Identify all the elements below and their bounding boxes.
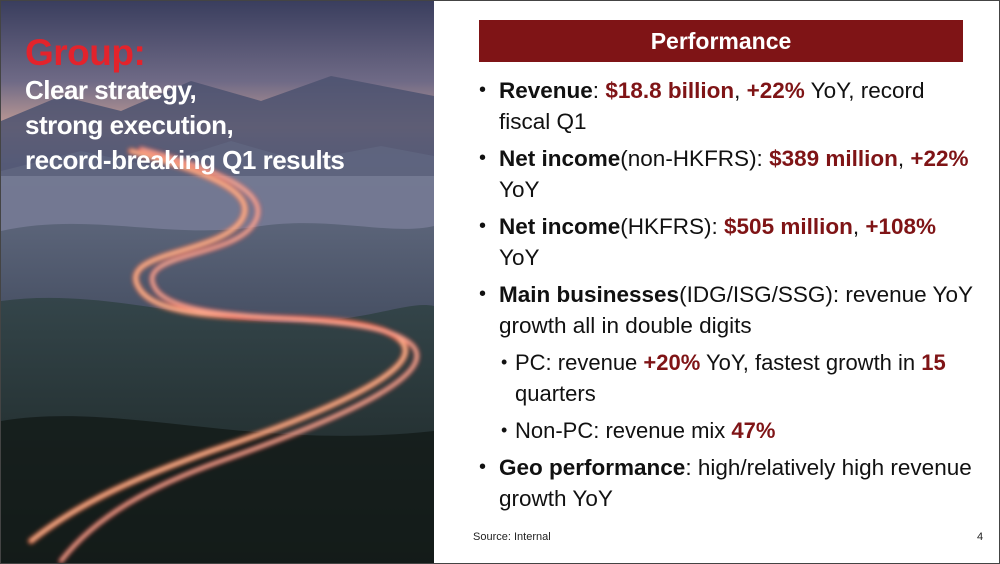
subtitle-line-2: strong execution,: [25, 110, 234, 140]
banner-label: Performance: [650, 27, 792, 54]
bullet-heading: Main businesses: [499, 282, 680, 307]
bullet-text: :: [592, 78, 606, 103]
bullet-item: • Main businesses(IDG/ISG/SSG): revenue Y…: [479, 279, 979, 341]
road-light-trails-photo: Group: Clear strategy, strong execution,…: [1, 1, 434, 563]
highlight-value: +20%: [643, 350, 701, 375]
bullet-text: (HKFRS):: [620, 214, 725, 239]
sub-bullet-item: • PC: revenue +20% YoY, fastest growth in…: [501, 347, 979, 409]
bullet-text: (non-HKFRS):: [620, 146, 770, 171]
bullet-text: YoY: [499, 177, 540, 202]
highlight-value: +108%: [865, 214, 937, 239]
highlight-value: 47%: [731, 418, 776, 443]
bullet-dot-icon: •: [479, 79, 487, 101]
bullet-dot-icon: •: [479, 147, 487, 169]
subtitle-line-1: Clear strategy,: [25, 75, 197, 105]
highlight-value: $18.8 billion: [605, 78, 735, 103]
bullet-dot-icon: •: [479, 215, 487, 237]
bullet-text: ,: [897, 146, 911, 171]
bullet-text: : high/relatively high revenue growth Yo…: [499, 455, 972, 511]
group-title: Group:: [25, 32, 146, 73]
landscape-illustration: [1, 1, 434, 563]
bullet-item: • Net income(HKFRS): $505 million, +108% …: [479, 211, 979, 273]
highlight-value: $505 million: [724, 214, 853, 239]
bullet-text: YoY, record fiscal Q1: [499, 78, 925, 134]
bullet-heading: Net income: [499, 214, 621, 239]
bullet-text: (IDG/ISG/SSG): revenue YoY growth all in…: [499, 282, 973, 338]
bullet-item: • Revenue: $18.8 billion, +22% YoY, recor…: [479, 75, 979, 137]
bullet-item: • Net income(non-HKFRS): $389 million, +2…: [479, 143, 979, 205]
sub-bullet-item: • Non-PC: revenue mix 47%: [501, 415, 979, 446]
bullet-dot-icon: •: [479, 456, 487, 478]
bullet-dot-icon: •: [479, 283, 487, 305]
bullet-dot-icon: •: [501, 352, 508, 372]
highlight-value: $389 million: [769, 146, 898, 171]
highlight-value: 15: [921, 350, 946, 375]
highlight-value: +22%: [910, 146, 969, 171]
bullet-text: YoY, fastest growth in: [700, 350, 922, 375]
bullet-heading: Revenue: [499, 78, 593, 103]
bullet-text: ,: [734, 78, 747, 103]
bullet-dot-icon: •: [501, 420, 508, 440]
bullet-text: YoY: [499, 245, 540, 270]
bullet-heading: Net income: [499, 146, 621, 171]
performance-banner: Performance: [479, 20, 963, 62]
bullet-text: Non-PC: revenue mix: [515, 418, 732, 443]
bullet-text: quarters: [515, 381, 596, 406]
title-block: Group: Clear strategy, strong execution,…: [25, 32, 345, 178]
bullet-list: • Revenue: $18.8 billion, +22% YoY, recor…: [479, 75, 979, 520]
source-note: Source: Internal: [473, 531, 551, 543]
bullet-heading: Geo performance: [499, 455, 686, 480]
subtitle-line-3: record-breaking Q1 results: [25, 145, 345, 175]
bullet-text: ,: [852, 214, 866, 239]
highlight-value: +22%: [746, 78, 805, 103]
bullet-item: • Geo performance: high/relatively high r…: [479, 452, 979, 514]
bullet-text: PC: revenue: [515, 350, 644, 375]
page-number: 4: [977, 531, 984, 543]
